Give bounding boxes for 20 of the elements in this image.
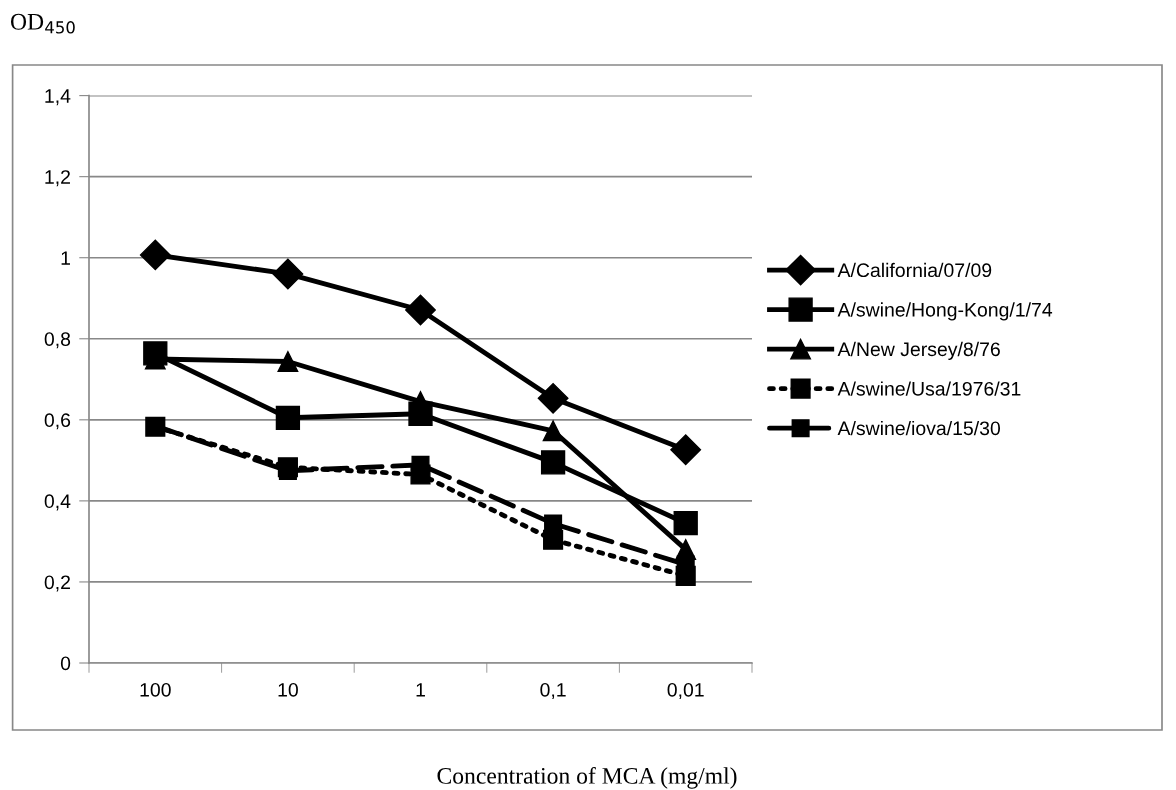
x-tick-label: 0,1 <box>540 682 566 700</box>
y-tick-label: 1,2 <box>45 170 70 187</box>
legend-label: A/swine/Usa/1976/31 <box>837 381 1021 396</box>
legend-label: A/swine/Hong-Kong/1/74 <box>837 302 1053 321</box>
y-tick-label: 0,2 <box>44 575 70 592</box>
y-tick-label: 1 <box>61 251 70 265</box>
y-tick-label: 0 <box>60 656 71 671</box>
y-tick-label: 0,8 <box>44 332 71 349</box>
x-axis-title: Concentration of MCA (mg/ml) <box>437 767 737 789</box>
x-tick-label: 1 <box>416 683 425 697</box>
x-tick-label: 0,01 <box>667 682 704 700</box>
legend-label: A/California/07/09 <box>837 262 992 278</box>
x-tick-label: 10 <box>278 682 298 697</box>
legend-label: A/swine/iova/15/30 <box>837 420 1001 436</box>
legend-label: A/New Jersey/8/76 <box>837 341 1000 360</box>
x-tick-label: 100 <box>140 682 171 697</box>
y-axis-title: OD$_{450}$ <box>10 13 75 34</box>
y-tick-label: 1,4 <box>45 89 71 106</box>
y-tick-label: 0,6 <box>44 413 71 430</box>
y-tick-label: 0,4 <box>44 494 71 511</box>
